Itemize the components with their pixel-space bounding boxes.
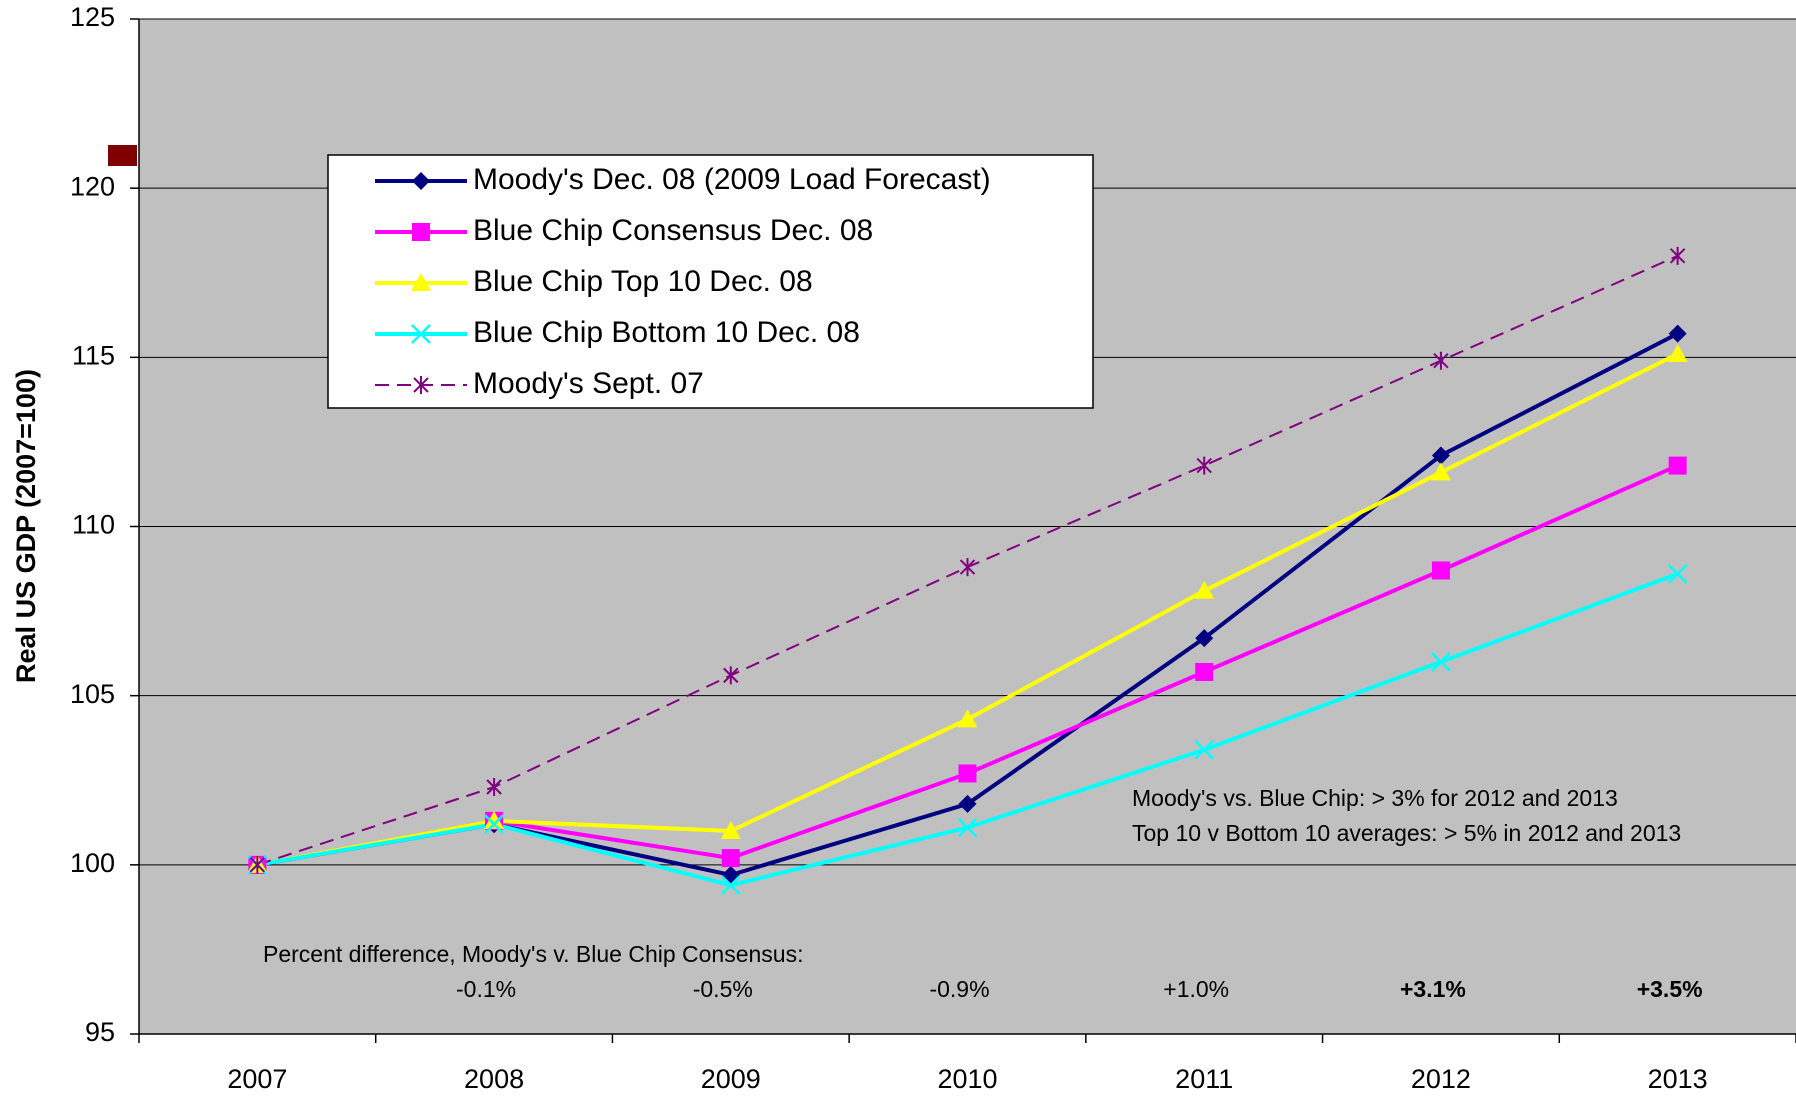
marker <box>249 855 266 874</box>
decoration <box>108 145 137 166</box>
marker <box>958 764 977 783</box>
legend-label: Blue Chip Consensus Dec. 08 <box>473 214 873 247</box>
x-tick-label: 2010 <box>937 1064 997 1094</box>
series-lines <box>247 246 1688 896</box>
x-tick-label: 2012 <box>1411 1064 1471 1094</box>
y-tick-label: 110 <box>72 510 115 540</box>
x-tick-label: 2013 <box>1648 1064 1708 1094</box>
legend-label: Blue Chip Bottom 10 Dec. 08 <box>473 316 860 349</box>
marker <box>1433 351 1449 370</box>
x-tick-label: 2008 <box>464 1064 524 1094</box>
annotation: +1.0% <box>1163 976 1229 1002</box>
annotation: Top 10 v Bottom 10 averages: > 5% in 201… <box>1132 820 1681 846</box>
annotation: Moody's vs. Blue Chip: > 3% for 2012 and… <box>1132 785 1618 811</box>
annotation: -0.9% <box>929 976 989 1002</box>
annotation: +3.1% <box>1400 976 1466 1002</box>
marker <box>1431 651 1451 672</box>
y-tick-label: 120 <box>70 171 115 201</box>
marker <box>411 273 431 291</box>
y-tick-label: 100 <box>70 848 115 878</box>
y-tick-label: 105 <box>70 679 115 709</box>
x-tick-label: 2009 <box>701 1064 761 1094</box>
legend-label: Moody's Dec. 08 (2009 Load Forecast) <box>473 163 991 196</box>
marker <box>1668 456 1687 475</box>
marker <box>1194 739 1215 760</box>
legend: Moody's Dec. 08 (2009 Load Forecast) Blue… <box>327 154 1094 409</box>
y-axis-label: Real US GDP (2007=100) <box>11 369 41 683</box>
annotation: -0.1% <box>456 976 516 1002</box>
annotation: -0.5% <box>693 976 753 1002</box>
y-tick-label: 95 <box>85 1017 115 1047</box>
annotation: Percent difference, Moody's v. Blue Chip… <box>263 941 804 967</box>
marker <box>1431 446 1450 465</box>
marker <box>723 666 739 685</box>
marker <box>1668 324 1687 343</box>
marker <box>486 778 502 797</box>
annotation: +3.5% <box>1637 976 1703 1002</box>
x-tick-label: 2011 <box>1175 1064 1233 1094</box>
legend-label: Moody's Sept. 07 <box>473 367 704 400</box>
marker <box>957 817 978 838</box>
marker <box>484 814 504 835</box>
marker <box>1196 456 1212 475</box>
y-tick-label: 125 <box>70 2 115 32</box>
marker <box>411 324 431 344</box>
marker <box>1431 561 1450 580</box>
marker <box>484 810 505 829</box>
legend-label: Blue Chip Top 10 Dec. 08 <box>473 265 813 298</box>
marker <box>412 172 430 190</box>
y-tick-label: 115 <box>72 340 115 370</box>
marker <box>720 875 741 896</box>
marker <box>1195 629 1214 648</box>
marker <box>959 558 976 577</box>
marker <box>721 849 740 868</box>
marker <box>720 821 741 839</box>
marker <box>958 794 977 813</box>
marker <box>413 376 429 394</box>
marker <box>957 709 978 728</box>
marker <box>1669 246 1686 265</box>
marker <box>1667 563 1688 584</box>
marker <box>1430 462 1451 481</box>
marker <box>1195 662 1214 681</box>
marker <box>1194 580 1215 599</box>
marker <box>1667 343 1688 362</box>
marker <box>412 223 430 241</box>
x-tick-label: 2007 <box>227 1064 287 1094</box>
